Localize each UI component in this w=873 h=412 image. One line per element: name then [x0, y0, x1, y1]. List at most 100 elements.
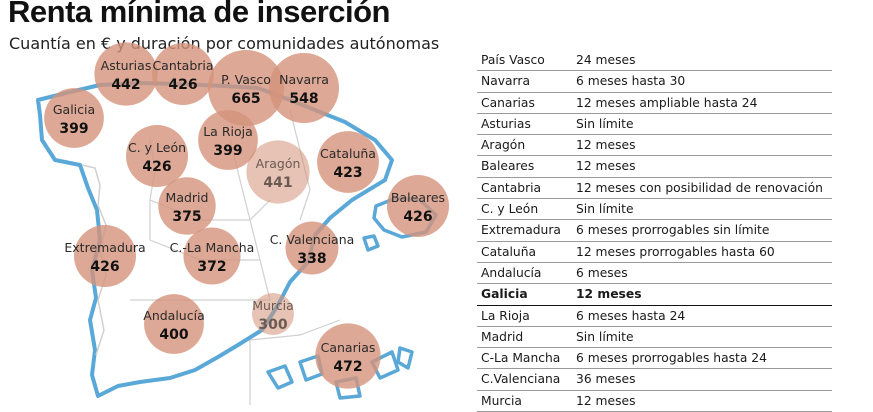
row-duration: 6 meses [576, 265, 628, 280]
row-region: Aragón [481, 138, 526, 153]
table-row: C.Valenciana 36 meses [477, 369, 832, 391]
row-duration: 12 meses [576, 393, 636, 408]
bubble-extremadura [74, 225, 136, 287]
row-region: Extremadura [481, 223, 561, 238]
row-region: Navarra [481, 74, 530, 89]
region-label-aragon: Aragón [256, 156, 301, 171]
region-label-canarias: Canarias [321, 340, 376, 355]
table-row: Aragón 12 meses [477, 135, 832, 157]
region-value-baleares: 426 [403, 209, 432, 225]
bubble-c-y-leon [126, 125, 188, 187]
row-duration: 12 meses con posibilidad de renovación [576, 180, 823, 195]
table-row: Extremadura 6 meses prorrogables sin lími… [477, 220, 832, 242]
row-duration: Sin límite [576, 202, 634, 217]
row-region: Andalucía [481, 265, 542, 280]
row-duration: 12 meses [576, 138, 636, 153]
region-label-madrid: Madrid [166, 190, 209, 205]
row-region: Canarias [481, 95, 535, 110]
region-label-asturias: Asturias [101, 58, 152, 73]
table-row: Madrid Sin límite [477, 327, 832, 349]
table-row: C-La Mancha 6 meses prorrogables hasta 24 [477, 348, 832, 370]
region-value-galicia: 399 [59, 121, 88, 137]
region-value-c-valenciana: 338 [297, 251, 326, 267]
row-region: Murcia [481, 393, 522, 408]
row-region: La Rioja [481, 308, 530, 323]
region-value-la-rioja: 399 [213, 143, 242, 159]
region-label-c-la-mancha: C.-La Mancha [170, 240, 255, 255]
region-value-cantabria: 426 [168, 77, 197, 93]
bubble-cataluna [317, 131, 379, 193]
region-value-extremadura: 426 [90, 259, 119, 275]
table-row: Galicia 12 meses [477, 284, 832, 306]
region-value-cataluna: 423 [333, 165, 362, 181]
region-label-c-y-leon: C. y León [128, 140, 186, 155]
row-region: Madrid [481, 329, 524, 344]
table-row: País Vasco 24 meses [477, 50, 832, 72]
label-layer: Asturias 442 Cantabria 426 P. Vasco 665 Navarr… [53, 58, 445, 375]
region-value-madrid: 375 [172, 209, 201, 225]
bubble-layer [44, 42, 449, 389]
table-row: Canarias 12 meses ampliable hasta 24 [477, 93, 832, 114]
row-duration: 6 meses prorrogables sin límite [576, 223, 770, 238]
region-label-la-rioja: La Rioja [203, 124, 253, 139]
bubble-asturias [94, 42, 158, 106]
region-label-extremadura: Extremadura [64, 240, 145, 255]
bubble-aragon [246, 140, 310, 204]
bubble-navarra [268, 52, 340, 124]
row-duration: Sin límite [576, 116, 634, 131]
table-row: Andalucía 6 meses [477, 263, 832, 285]
row-duration: 6 meses prorrogables hasta 24 [576, 351, 767, 366]
row-region: País Vasco [481, 53, 545, 67]
row-duration: Sin límite [576, 329, 634, 344]
bubble-baleares [387, 175, 449, 237]
bubble-p-vasco [208, 50, 284, 126]
region-label-p-vasco: P. Vasco [221, 72, 271, 87]
region-value-andalucia: 400 [159, 327, 188, 343]
region-value-aragon: 441 [263, 175, 292, 191]
table-row: Baleares 12 meses [477, 156, 832, 178]
row-duration: 6 meses hasta 30 [576, 74, 686, 89]
row-duration: 36 meses [576, 372, 636, 387]
row-region: C.Valenciana [481, 372, 561, 387]
table-row: La Rioja 6 meses hasta 24 [477, 306, 832, 327]
row-duration: 12 meses [576, 159, 636, 174]
region-value-navarra: 548 [289, 91, 318, 107]
region-label-cantabria: Cantabria [152, 58, 213, 73]
region-label-baleares: Baleares [391, 190, 445, 205]
row-duration: 6 meses hasta 24 [576, 308, 686, 323]
table-row: Asturias Sin límite [477, 114, 832, 136]
row-duration: 12 meses [576, 287, 642, 302]
region-value-p-vasco: 665 [231, 91, 260, 107]
row-duration: 12 meses prorrogables hasta 60 [576, 244, 775, 259]
canarias-box [249, 319, 341, 405]
chart-title: Renta mínima de inserción [8, 0, 391, 29]
row-region: Cantabria [481, 180, 542, 195]
bubble-murcia [252, 293, 294, 335]
region-label-cataluna: Cataluña [320, 146, 376, 161]
region-label-galicia: Galicia [53, 102, 95, 117]
region-value-c-la-mancha: 372 [197, 259, 226, 275]
region-label-murcia: Murcia [252, 298, 294, 313]
spain-bubble-map: Asturias 442 Cantabria 426 P. Vasco 665 Navarr… [36, 42, 449, 405]
region-value-canarias: 472 [333, 359, 362, 375]
row-region: Galicia [481, 287, 528, 302]
region-value-asturias: 442 [111, 77, 140, 93]
bubble-andalucia [144, 294, 204, 354]
region-value-murcia: 300 [258, 317, 287, 333]
region-value-c-y-leon: 426 [142, 159, 171, 175]
bubble-c-valenciana [285, 221, 339, 275]
region-label-c-valenciana: C. Valenciana [270, 232, 355, 247]
region-label-navarra: Navarra [279, 72, 329, 87]
row-region: C. y León [481, 202, 539, 217]
duration-table: País Vasco 24 meses Navarra 6 meses hasta 3… [477, 50, 832, 412]
bubble-galicia [44, 88, 104, 148]
bubble-la-rioja [198, 110, 258, 170]
region-label-andalucia: Andalucía [143, 308, 204, 323]
row-region: Baleares [481, 159, 535, 174]
table-row: Murcia 12 meses [477, 391, 832, 412]
table-row: Navarra 6 meses hasta 30 [477, 71, 832, 93]
bubble-madrid [158, 177, 216, 235]
bubble-cantabria [152, 43, 214, 105]
table-row: Cataluña 12 meses prorrogables hasta 60 [477, 242, 832, 263]
bubble-canarias [315, 323, 381, 389]
